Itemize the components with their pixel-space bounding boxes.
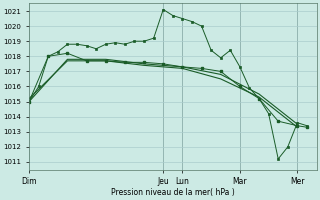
X-axis label: Pression niveau de la mer( hPa ): Pression niveau de la mer( hPa ) — [111, 188, 235, 197]
